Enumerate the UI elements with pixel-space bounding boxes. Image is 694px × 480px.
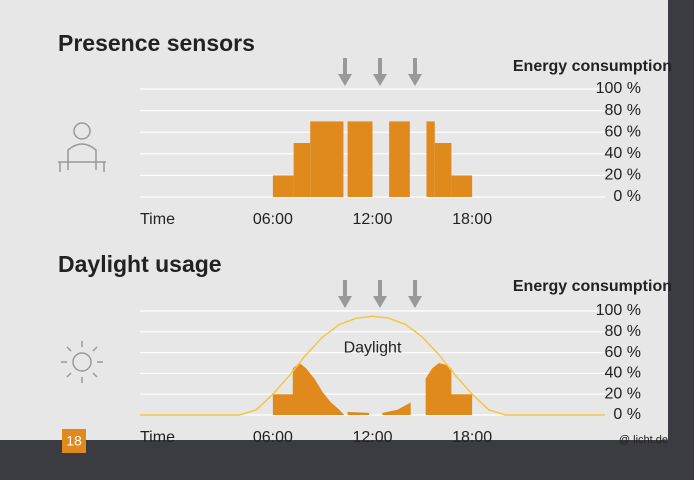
y-tick-label: 80 % (605, 102, 641, 119)
y-axis-label: Energy consumption (513, 278, 672, 295)
y-tick-label: 0 % (613, 406, 641, 423)
person-icon (58, 122, 106, 172)
y-tick-label: 80 % (605, 323, 641, 340)
chart-title: Presence sensors (58, 30, 255, 56)
panel (0, 0, 668, 440)
bar (434, 143, 452, 197)
line (140, 315, 605, 416)
y-tick-label: 100 % (596, 302, 641, 319)
y-tick-label: 40 % (605, 365, 641, 382)
area (272, 363, 473, 415)
sun-icon (61, 341, 103, 383)
bar (389, 121, 410, 197)
bar (426, 121, 435, 197)
y-tick-label: 20 % (605, 385, 641, 402)
x-tick-label: 12:00 (352, 429, 392, 446)
bar (293, 143, 311, 197)
y-tick-label: 60 % (605, 123, 641, 140)
x-axis-label: Time (140, 429, 175, 446)
chart-title: Daylight usage (58, 251, 222, 277)
y-tick-label: 20 % (605, 167, 641, 184)
arrows (338, 58, 422, 308)
y-tick-label: 100 % (596, 80, 641, 97)
x-tick-label: 12:00 (352, 211, 392, 228)
x-tick-label: 06:00 (253, 429, 293, 446)
x-tick-label: 18:00 (452, 429, 492, 446)
bar (272, 175, 294, 197)
series-label: Daylight (344, 339, 402, 356)
page-number: 18 (66, 433, 82, 449)
x-tick-label: 18:00 (452, 211, 492, 228)
x-tick-label: 06:00 (253, 211, 293, 228)
y-tick-label: 0 % (613, 188, 641, 205)
x-axis-label: Time (140, 211, 175, 228)
credit: @ licht.de (619, 434, 668, 446)
bar (347, 121, 373, 197)
bar (451, 175, 473, 197)
y-tick-label: 40 % (605, 145, 641, 162)
page-badge (62, 429, 86, 453)
y-axis-label: Energy consumption (513, 58, 672, 75)
bar (310, 121, 344, 197)
y-tick-label: 60 % (605, 344, 641, 361)
